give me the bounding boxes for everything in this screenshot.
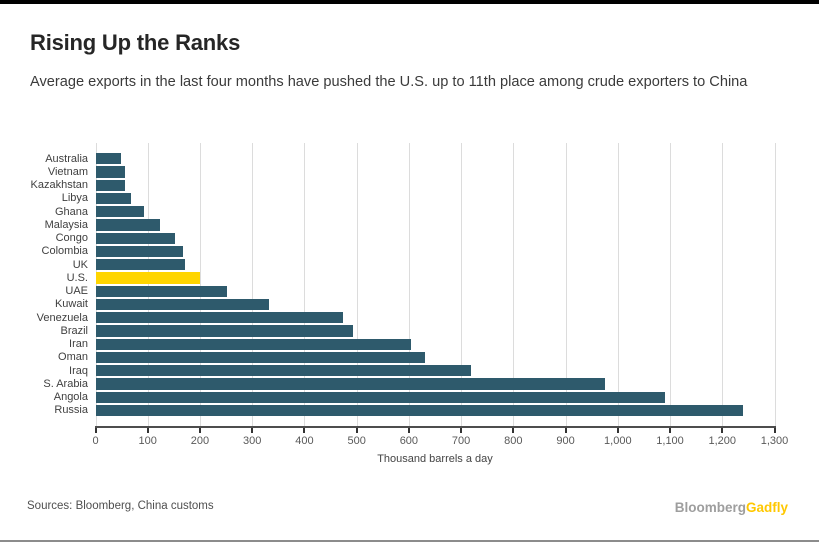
logo-bloomberg-text: Bloomberg bbox=[674, 500, 746, 515]
x-tick-200 bbox=[198, 428, 201, 433]
category-label-s-arabia: S. Arabia bbox=[43, 377, 88, 390]
bar-u-s bbox=[95, 272, 201, 284]
category-label-vietnam: Vietnam bbox=[47, 165, 88, 178]
gridline-600 bbox=[408, 143, 410, 426]
x-tick-0 bbox=[94, 428, 97, 433]
gridline-100 bbox=[147, 143, 149, 426]
x-tick-label-1300: 1,300 bbox=[760, 435, 789, 447]
x-tick-1100 bbox=[669, 428, 672, 433]
top-border-rule bbox=[0, 0, 819, 4]
bar-vietnam bbox=[95, 166, 125, 178]
x-tick-1000 bbox=[616, 428, 619, 433]
bar-uae bbox=[95, 285, 227, 297]
category-label-iraq: Iraq bbox=[69, 364, 88, 377]
logo-gadfly-text: Gadfly bbox=[745, 500, 788, 515]
x-tick-label-700: 700 bbox=[451, 435, 471, 447]
bar-angola bbox=[95, 391, 665, 403]
gridline-300 bbox=[252, 143, 254, 426]
gridline-700 bbox=[461, 143, 463, 426]
x-tick-label-0: 0 bbox=[92, 435, 99, 447]
bar-ghana bbox=[95, 206, 144, 218]
x-tick-label-400: 400 bbox=[295, 435, 314, 447]
bar-colombia bbox=[95, 245, 183, 258]
bar-malaysia bbox=[95, 219, 161, 231]
category-label-libya: Libya bbox=[61, 192, 88, 205]
bar-oman bbox=[95, 351, 425, 364]
x-tick-300 bbox=[251, 428, 254, 433]
bar-australia bbox=[95, 153, 121, 165]
x-tick-500 bbox=[355, 428, 358, 433]
category-label-uae: UAE bbox=[65, 285, 88, 298]
x-tick-label-1200: 1,200 bbox=[708, 435, 737, 447]
bar-congo bbox=[95, 232, 175, 244]
bar-libya bbox=[95, 192, 132, 205]
x-tick-label-900: 900 bbox=[556, 435, 575, 447]
category-label-u-s: U.S. bbox=[66, 271, 88, 284]
category-label-iran: Iran bbox=[69, 338, 88, 351]
bar-iran bbox=[95, 338, 412, 350]
bar-s-arabia bbox=[95, 378, 605, 390]
category-label-australia: Australia bbox=[45, 152, 88, 165]
chart-subtitle: Average exports in the last four months … bbox=[30, 74, 748, 90]
x-tick-label-300: 300 bbox=[243, 435, 262, 447]
bar-iraq bbox=[95, 365, 471, 377]
category-label-russia: Russia bbox=[54, 404, 88, 417]
x-tick-100 bbox=[146, 428, 149, 433]
x-tick-400 bbox=[303, 428, 306, 433]
bar-brazil bbox=[95, 325, 353, 337]
x-tick-label-600: 600 bbox=[399, 435, 419, 447]
gridline-0 bbox=[95, 143, 97, 426]
x-tick-700 bbox=[460, 428, 463, 433]
category-label-colombia: Colombia bbox=[41, 245, 88, 258]
gridline-400 bbox=[304, 143, 306, 426]
category-label-malaysia: Malaysia bbox=[44, 218, 88, 231]
x-tick-label-100: 100 bbox=[138, 435, 157, 447]
x-tick-1300 bbox=[773, 428, 776, 433]
chart-title: Rising Up the Ranks bbox=[30, 30, 241, 55]
bar-uk bbox=[95, 259, 186, 271]
gridline-500 bbox=[356, 143, 358, 426]
x-axis-title: Thousand barrels a day bbox=[377, 453, 493, 465]
sources-note: Sources: Bloomberg, China customs bbox=[27, 500, 214, 512]
category-label-angola: Angola bbox=[53, 391, 88, 404]
x-tick-600 bbox=[407, 428, 410, 433]
category-label-ghana: Ghana bbox=[54, 205, 88, 218]
bottom-border-rule bbox=[0, 540, 819, 542]
bar-kazakhstan bbox=[95, 179, 125, 191]
x-tick-900 bbox=[564, 428, 567, 433]
x-tick-label-500: 500 bbox=[347, 435, 366, 447]
bloomberg-gadfly-logo: BloombergGadfly bbox=[675, 500, 788, 515]
x-tick-label-1100: 1,100 bbox=[656, 435, 684, 447]
gridline-200 bbox=[199, 143, 201, 426]
x-tick-800 bbox=[512, 428, 515, 433]
x-tick-label-1000: 1,000 bbox=[604, 435, 632, 447]
bar-russia bbox=[95, 404, 744, 417]
gridline-900 bbox=[565, 143, 567, 426]
x-tick-label-200: 200 bbox=[190, 435, 210, 447]
category-label-oman: Oman bbox=[58, 351, 88, 364]
bar-kuwait bbox=[95, 298, 270, 311]
category-label-brazil: Brazil bbox=[60, 324, 88, 337]
gridline-1300 bbox=[774, 143, 776, 426]
bar-venezuela bbox=[95, 312, 344, 324]
category-label-venezuela: Venezuela bbox=[36, 311, 88, 324]
category-label-uk: UK bbox=[72, 258, 88, 271]
category-label-congo: Congo bbox=[55, 232, 88, 245]
gridline-1000 bbox=[617, 143, 619, 426]
gridline-1200 bbox=[722, 143, 724, 426]
x-tick-1200 bbox=[721, 428, 724, 433]
x-tick-label-800: 800 bbox=[504, 435, 523, 447]
x-axis-line bbox=[94, 426, 776, 428]
category-label-kuwait: Kuwait bbox=[54, 298, 88, 311]
gridline-1100 bbox=[670, 143, 672, 426]
category-label-kazakhstan: Kazakhstan bbox=[30, 179, 88, 192]
gridline-800 bbox=[513, 143, 515, 426]
